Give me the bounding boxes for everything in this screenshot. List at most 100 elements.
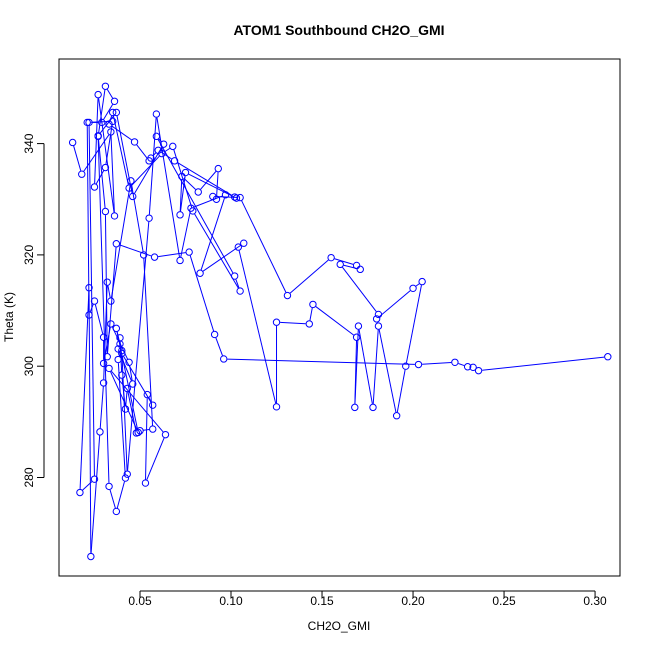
series-segment (109, 489, 116, 509)
data-point (152, 132, 161, 141)
series-segment (158, 138, 162, 142)
data-point (392, 412, 401, 420)
series-segment (177, 162, 232, 196)
data-point (234, 243, 242, 251)
series-segment (82, 481, 93, 491)
data-point (96, 428, 104, 436)
data-point (118, 349, 126, 358)
series-segment (379, 290, 411, 317)
data-point (90, 475, 99, 483)
data-point (194, 188, 202, 196)
series-segment (104, 215, 108, 354)
series-segment (289, 259, 329, 294)
data-point (210, 330, 219, 339)
series-segment (179, 179, 183, 212)
data-point (68, 138, 77, 147)
series-segment (342, 266, 377, 312)
data-point (176, 211, 184, 219)
series-segment (103, 104, 114, 120)
data-point (132, 429, 141, 437)
series-segment (396, 369, 406, 413)
series-segment (215, 337, 223, 356)
data-point (98, 118, 106, 127)
data-point (99, 333, 108, 341)
data-point (101, 207, 110, 216)
series-segment (86, 126, 90, 312)
data-point (105, 482, 113, 491)
data-point (604, 353, 612, 361)
data-point (139, 251, 148, 259)
series-segment (136, 144, 148, 159)
series-segment (106, 89, 114, 99)
series-segment (116, 115, 133, 194)
series-segment (143, 429, 150, 431)
x-tick-label: 0.20 (401, 594, 425, 608)
data-point (94, 132, 102, 140)
data-point (85, 118, 93, 127)
y-axis-label: Theta (K) (2, 292, 16, 342)
data-point (85, 284, 93, 292)
data-point (112, 324, 121, 333)
x-tick-label: 0.10 (219, 594, 243, 608)
data-point (469, 363, 477, 372)
series-segment (123, 356, 152, 403)
series-segment (107, 247, 117, 354)
data-point (369, 403, 377, 412)
data-point (336, 260, 344, 269)
data-point (196, 269, 204, 277)
data-point (114, 345, 122, 353)
series-segment (148, 397, 152, 403)
data-point (112, 108, 121, 117)
series-segment (200, 198, 225, 270)
data-point (85, 311, 93, 319)
series-segment (358, 329, 373, 404)
series-segment (160, 151, 172, 160)
series-segment (95, 170, 105, 185)
data-point (305, 320, 313, 328)
data-point (123, 470, 131, 478)
series-segment (164, 147, 171, 153)
data-point (107, 297, 115, 305)
data-point (99, 379, 108, 387)
data-point (101, 82, 110, 90)
data-point (125, 358, 133, 366)
series-segment (188, 173, 234, 197)
data-point (130, 138, 139, 146)
series-segment (241, 200, 287, 293)
data-point (112, 240, 121, 248)
data-point (125, 184, 133, 192)
series-segment (127, 221, 150, 471)
series-segment (158, 252, 186, 258)
series-segment (110, 135, 115, 213)
data-point (214, 164, 222, 173)
data-point (87, 552, 95, 561)
series-segment (184, 178, 196, 190)
data-point (474, 366, 483, 375)
data-point (103, 278, 111, 286)
series-segment (127, 391, 137, 430)
series-segment (200, 171, 217, 190)
series-segment (105, 124, 113, 165)
series-segment (458, 363, 465, 367)
data-point (145, 157, 153, 165)
series-segment (309, 307, 313, 321)
series-segment (94, 304, 104, 334)
series-segment (112, 115, 129, 185)
data-point (150, 253, 159, 261)
series-segment (79, 291, 90, 489)
series-points (68, 82, 612, 561)
x-axis: 0.05 0.10 0.15 0.20 0.25 0.30 (128, 590, 607, 608)
series-segment (145, 398, 148, 480)
x-tick-label: 0.25 (492, 594, 516, 608)
x-axis-label: CH2O_GMI (308, 619, 371, 633)
series-segment (97, 139, 110, 483)
data-point (451, 358, 459, 366)
series-segment (334, 258, 354, 265)
x-tick-label: 0.05 (128, 594, 152, 608)
data-point (105, 364, 113, 373)
data-point (272, 403, 281, 411)
data-point (414, 360, 423, 369)
data-point (212, 195, 221, 203)
